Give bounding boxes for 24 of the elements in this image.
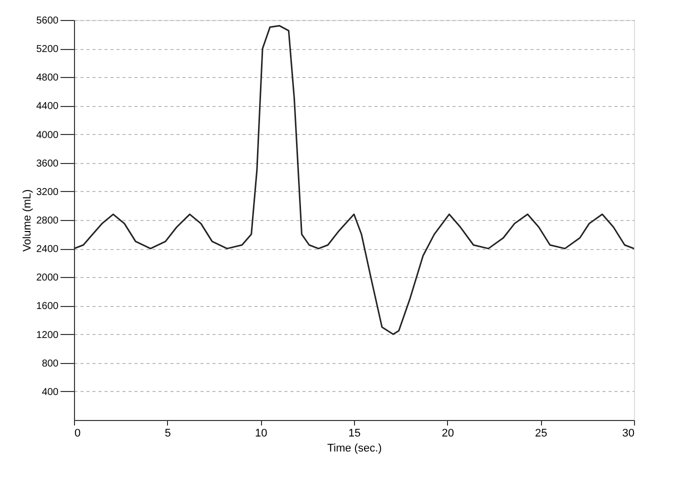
y-tick-label: 3200: [36, 186, 59, 198]
x-tick-label: 30: [622, 428, 634, 440]
y-tick-label: 5600: [36, 16, 59, 26]
x-tick-label: 0: [74, 428, 81, 440]
y-tick-label: 1600: [36, 301, 59, 312]
y-tick-label: 3600: [36, 158, 59, 170]
x-tick-label: 5: [164, 428, 171, 440]
x-tick-label: 20: [442, 428, 454, 440]
y-tick-label: 800: [42, 358, 59, 370]
y-tick-label: 1200: [36, 330, 59, 341]
y-tick-label: 4800: [36, 72, 59, 84]
y-tick-label: 4400: [36, 101, 59, 112]
x-axis-title: Time (sec.): [327, 442, 382, 454]
y-tick-label: 2400: [36, 244, 59, 256]
line-series: [73, 24, 635, 336]
x-tick-label: 15: [348, 428, 361, 440]
y-tick-label: 5200: [36, 44, 59, 56]
x-tick-label: 10: [255, 428, 268, 440]
y-tick-label: 2800: [36, 216, 59, 226]
y-tick-label: 4000: [36, 130, 59, 141]
y-tick-label: 2000: [36, 272, 59, 284]
x-tick-label: 25: [535, 428, 548, 440]
y-tick-label: 400: [42, 386, 59, 398]
y-axis-title: Volume (mL): [21, 189, 34, 252]
